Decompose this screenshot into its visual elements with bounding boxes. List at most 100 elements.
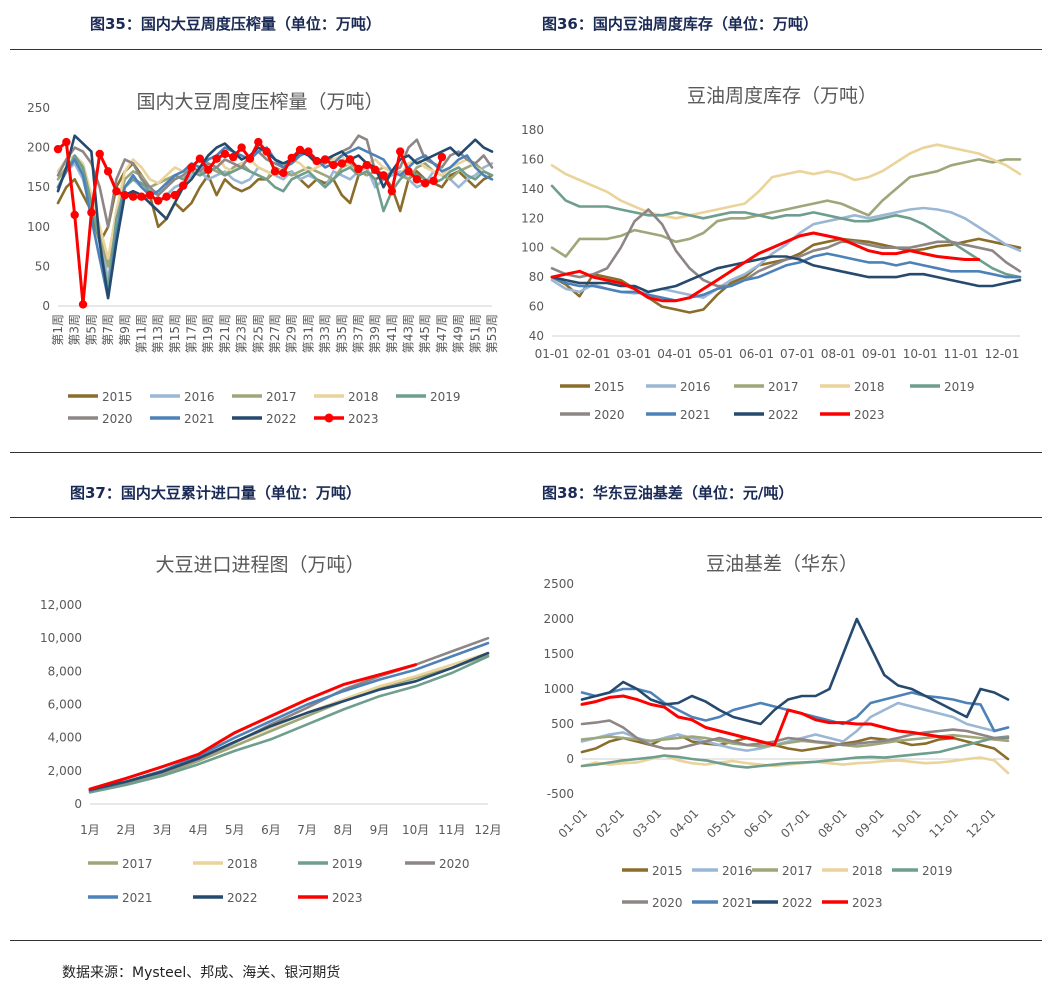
- legend-label-2015: 2015: [594, 380, 625, 394]
- series-point-2023: [103, 167, 113, 176]
- legend-label-2021: 2021: [184, 412, 215, 426]
- middle-divider-top: [10, 452, 1042, 453]
- figure-38-header: 图38：华东豆油基差（单位：元/吨）: [542, 484, 794, 502]
- series-line-2020: [88, 636, 490, 792]
- series-line-2023: [580, 694, 955, 747]
- x-tick-label: 6月: [261, 823, 281, 837]
- middle-divider-bottom: [10, 517, 1042, 518]
- legend-label-2023: 2023: [852, 896, 883, 910]
- y-tick-label: 60: [529, 300, 544, 314]
- x-tick-label: 12-01: [985, 347, 1020, 361]
- x-tick-label: 3月: [153, 823, 173, 837]
- y-tick-label: 250: [27, 101, 50, 115]
- legend-label-2015: 2015: [652, 864, 683, 878]
- legend-label-2017: 2017: [266, 390, 297, 404]
- legend-label-2021: 2021: [722, 896, 753, 910]
- series-point-2023: [412, 175, 422, 184]
- legend-label-2016: 2016: [722, 864, 753, 878]
- series-point-2023: [329, 160, 338, 170]
- legend-label-2019: 2019: [430, 390, 461, 404]
- bottom-divider: [10, 940, 1042, 941]
- x-tick-label: 02-01: [593, 806, 628, 841]
- x-tick-label: 01-01: [556, 806, 591, 841]
- y-tick-label: 0: [42, 299, 50, 313]
- y-tick-label: 200: [27, 141, 50, 155]
- legend-label-2019: 2019: [332, 857, 363, 871]
- series-point-2023: [87, 208, 96, 217]
- y-tick-label: 0: [74, 797, 82, 811]
- chart-37: 大豆进口进程图（万吨） 0 2,000 4,000 6,000 8,000 10,000 12…: [40, 554, 502, 905]
- x-tick-label: 第9周: [118, 314, 132, 346]
- x-tick-label: 02-01: [575, 347, 610, 361]
- legend-label-2022: 2022: [782, 896, 813, 910]
- x-tick-label: 第41周: [385, 314, 399, 353]
- legend-label-2017: 2017: [782, 864, 813, 878]
- legend-label-2023: 2023: [854, 408, 885, 422]
- legend-label-2018: 2018: [854, 380, 885, 394]
- x-tick-label: 第21周: [218, 314, 232, 353]
- x-tick-label: 第31周: [301, 314, 315, 353]
- y-tick-label: 80: [529, 270, 544, 284]
- series-line-2019: [580, 735, 1010, 769]
- y-tick-label: 500: [551, 717, 574, 731]
- x-tick-label: 1月: [80, 823, 100, 837]
- series-line-2022: [56, 134, 494, 300]
- chart-36: 豆油周度库存（万吨） 40 60 80 100 120 140 160 180 01-01 02-0…: [522, 85, 1022, 422]
- x-tick-label: 07-01: [780, 347, 815, 361]
- top-divider: [10, 49, 1042, 50]
- x-tick-label: 10-01: [889, 806, 924, 841]
- x-tick-label: 第49周: [452, 314, 466, 353]
- series-line-2020: [56, 134, 494, 229]
- x-tick-label: 11-01: [926, 806, 961, 841]
- y-tick-label: 150: [27, 180, 50, 194]
- y-tick-label: 1500: [543, 647, 574, 661]
- series-point-2023: [362, 160, 372, 170]
- x-tick-label: 06-01: [739, 347, 774, 361]
- series-point-2023: [145, 190, 155, 200]
- legend-label-2018: 2018: [227, 857, 258, 871]
- series-point-2023: [53, 144, 63, 154]
- chart-38-panel: 豆油基差（华东） -500 0 500 1000 1500 2000 2500 01-01 02-…: [522, 528, 1042, 928]
- series-point-2023: [170, 190, 180, 200]
- y-tick-label: 10,000: [40, 631, 82, 645]
- x-tick-label: 第27周: [268, 314, 282, 353]
- series-line-2020: [580, 719, 1010, 750]
- chart-36-panel: 豆油周度库存（万吨） 40 60 80 100 120 140 160 180 01-01 02-0…: [522, 60, 1042, 440]
- x-tick-label: 05-01: [698, 347, 733, 361]
- x-tick-label: 第53周: [485, 314, 499, 353]
- y-tick-label: -500: [547, 787, 574, 801]
- y-tick-label: 0: [566, 752, 574, 766]
- y-tick-label: 50: [35, 259, 50, 273]
- x-tick-label: 第45周: [418, 314, 432, 353]
- y-tick-label: 8,000: [48, 664, 82, 678]
- x-tick-label: 10-01: [903, 347, 938, 361]
- legend-label-2018: 2018: [348, 390, 379, 404]
- series-point-2023: [395, 147, 405, 156]
- series-point-2023: [279, 168, 288, 178]
- series-line-2022: [88, 651, 490, 792]
- chart-35: 国内大豆周度压榨量（万吨） 0 50 100 150 200 250 第1周 第3周 第5周 第7周…: [27, 91, 499, 426]
- chart-37-panel: 大豆进口进程图（万吨） 0 2,000 4,000 6,000 8,000 10,000 12…: [10, 528, 510, 928]
- series-point-2023: [187, 163, 196, 172]
- x-tick-label: 03-01: [630, 806, 665, 841]
- chart-35-panel: 国内大豆周度压榨量（万吨） 0 50 100 150 200 250 第1周 第3周 第5周 第7周…: [10, 60, 510, 440]
- legend-label-2020: 2020: [439, 857, 470, 871]
- y-tick-label: 120: [522, 211, 544, 225]
- x-tick-label: 08-01: [821, 347, 856, 361]
- x-tick-label: 第51周: [468, 314, 482, 353]
- series-point-2023: [178, 181, 188, 190]
- series-point-2023: [237, 143, 246, 152]
- series-point-2023: [370, 165, 380, 174]
- x-tick-label: 10月: [402, 823, 429, 837]
- x-tick-label: 第37周: [351, 314, 365, 353]
- x-tick-label: 第29周: [285, 314, 299, 353]
- series-point-2023: [287, 153, 296, 163]
- x-tick-label: 第33周: [318, 314, 332, 353]
- x-tick-label: 09-01: [862, 347, 897, 361]
- x-tick-label: 12月: [474, 823, 501, 837]
- series-point-2023: [270, 167, 280, 176]
- x-tick-label: 12-01: [964, 806, 999, 841]
- series-point-2023: [204, 165, 213, 174]
- legend-label-2022: 2022: [227, 891, 258, 905]
- series-line-2022: [580, 617, 1010, 726]
